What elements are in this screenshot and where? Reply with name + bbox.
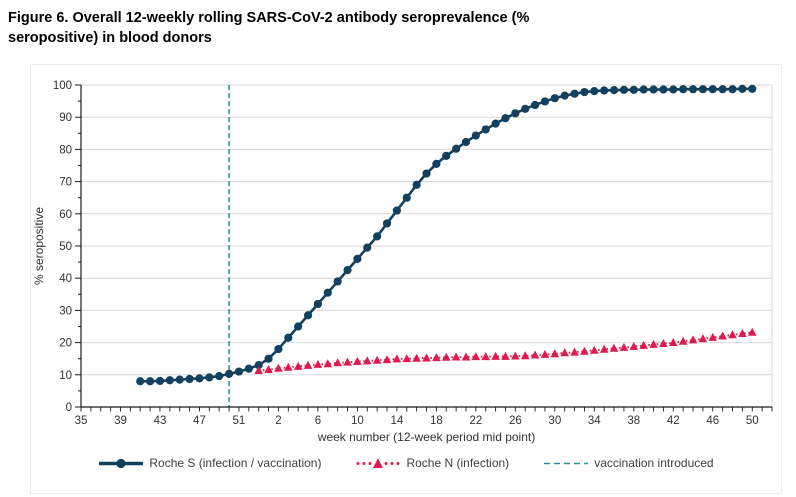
legend-label-vaccination: vaccination introduced [594,456,714,470]
x-tick-label: 47 [193,415,206,427]
x-tick-label: 39 [114,415,127,427]
x-tick-label: 43 [154,415,167,427]
y-tick-label: 0 [66,402,72,414]
y-tick-label: 100 [53,80,72,92]
roche-n-series [254,327,757,375]
figure-title: Figure 6. Overall 12-weekly rolling SARS… [8,10,530,46]
legend-item-roche-s: Roche S (infection / vaccination) [98,456,321,470]
x-tick-label: 46 [706,415,719,427]
legend-item-roche-n: Roche N (infection) [355,456,509,470]
roche-n-dotted-triangle-icon [356,457,400,468]
y-tick-label: 40 [59,273,72,285]
x-tick-label: 10 [351,415,364,427]
x-tick-label: 2 [275,415,281,427]
legend-item-vaccination: vaccination introduced [543,456,714,470]
x-tick-label: 6 [315,415,321,427]
y-tick-label: 20 [59,338,72,350]
legend-label-roche-s: Roche S (infection / vaccination) [149,456,322,470]
roche-s-series [136,84,757,386]
roche-s-line-circle-icon [99,458,144,468]
x-tick-label: 34 [588,415,601,427]
y-axis-title: % seropositive [32,207,46,285]
y-axis-ticks: 0 10 20 30 40 50 60 70 80 90 100 [53,80,81,414]
x-tick-label: 51 [233,415,246,427]
chart-container: 0 10 20 30 40 50 60 70 80 90 100 35 39 43 47 51 2 6 10 14 18… [30,64,782,494]
x-tick-label: 26 [509,415,522,427]
x-tick-label: 18 [430,415,443,427]
x-tick-label: 38 [627,415,640,427]
legend-label-roche-n: Roche N (infection) [406,456,510,470]
x-tick-label: 14 [390,415,403,427]
x-axis-title: week number (12-week period mid point) [317,430,535,444]
x-tick-label: 42 [667,415,680,427]
x-tick-label: 30 [548,415,561,427]
x-tick-label: 50 [746,415,759,427]
chart-legend: Roche S (infection / vaccination) Roche … [31,456,781,470]
y-tick-label: 50 [59,241,72,253]
x-tick-label: 22 [469,415,482,427]
y-tick-label: 60 [59,209,72,221]
gridlines [81,84,773,407]
x-tick-label: 35 [75,415,88,427]
vaccination-dashed-line-icon [544,462,589,464]
y-tick-label: 80 [59,144,72,156]
y-tick-label: 70 [59,177,72,189]
y-tick-label: 30 [59,305,72,317]
x-axis-ticks: 35 39 43 47 51 2 6 10 14 18 22 26 30 34 38 42 46 50 [75,407,773,427]
y-tick-label: 90 [59,112,72,124]
y-tick-label: 10 [59,370,72,382]
